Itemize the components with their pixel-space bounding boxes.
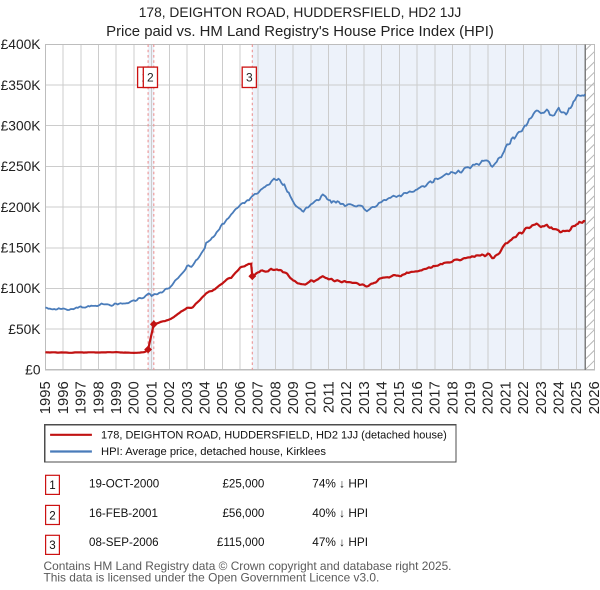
svg-text:2008: 2008 [268, 381, 284, 414]
svg-text:2: 2 [49, 509, 55, 522]
svg-text:1998: 1998 [91, 381, 107, 414]
svg-text:2017: 2017 [428, 381, 444, 414]
svg-text:2023: 2023 [534, 381, 550, 414]
svg-text:40% ↓ HPI: 40% ↓ HPI [312, 506, 368, 520]
svg-text:2022: 2022 [516, 381, 532, 414]
svg-text:2004: 2004 [198, 381, 214, 414]
svg-text:£100K: £100K [1, 281, 42, 296]
svg-text:2024: 2024 [552, 381, 568, 414]
svg-text:16-FEB-2001: 16-FEB-2001 [89, 507, 158, 520]
svg-text:£56,000: £56,000 [222, 507, 264, 520]
svg-text:£25,000: £25,000 [222, 477, 264, 490]
svg-text:3: 3 [246, 71, 253, 85]
svg-text:£200K: £200K [1, 200, 42, 215]
svg-text:1997: 1997 [74, 381, 90, 414]
svg-text:2021: 2021 [498, 381, 514, 414]
svg-text:178, DEIGHTON ROAD, HUDDERSFIE: 178, DEIGHTON ROAD, HUDDERSFIELD, HD2 1J… [101, 430, 447, 442]
svg-text:08-SEP-2006: 08-SEP-2006 [89, 536, 159, 549]
svg-text:178, DEIGHTON ROAD, HUDDERSFIE: 178, DEIGHTON ROAD, HUDDERSFIELD, HD2 1J… [139, 5, 462, 20]
svg-text:1999: 1999 [109, 381, 125, 414]
svg-text:2012: 2012 [339, 381, 355, 414]
svg-text:2013: 2013 [357, 381, 373, 414]
svg-text:£400K: £400K [1, 37, 42, 52]
svg-text:1996: 1996 [56, 381, 72, 414]
svg-text:£300K: £300K [1, 119, 42, 134]
svg-text:1: 1 [49, 479, 55, 492]
svg-text:2026: 2026 [587, 381, 600, 414]
svg-text:Contains HM Land Registry data: Contains HM Land Registry data © Crown c… [44, 559, 452, 573]
svg-text:£115,000: £115,000 [217, 536, 265, 549]
svg-text:2: 2 [147, 71, 154, 85]
svg-text:£250K: £250K [1, 159, 42, 174]
svg-text:2011: 2011 [321, 381, 337, 413]
svg-text:2010: 2010 [304, 381, 320, 414]
svg-text:£150K: £150K [1, 241, 42, 256]
svg-text:2020: 2020 [481, 381, 497, 414]
svg-text:47% ↓ HPI: 47% ↓ HPI [312, 535, 368, 549]
svg-text:2019: 2019 [463, 381, 479, 414]
svg-text:2018: 2018 [445, 381, 461, 414]
svg-text:£350K: £350K [1, 78, 42, 93]
svg-text:74% ↓ HPI: 74% ↓ HPI [312, 476, 368, 490]
svg-text:2006: 2006 [233, 381, 249, 414]
svg-text:£50K: £50K [8, 322, 41, 337]
svg-text:2007: 2007 [251, 381, 267, 414]
svg-text:2015: 2015 [392, 381, 408, 414]
svg-text:2014: 2014 [375, 381, 391, 414]
svg-text:19-OCT-2000: 19-OCT-2000 [89, 477, 159, 490]
svg-text:1995: 1995 [38, 381, 54, 414]
svg-text:2005: 2005 [215, 381, 231, 414]
svg-text:3: 3 [49, 539, 55, 552]
svg-text:2009: 2009 [286, 381, 302, 414]
svg-text:2025: 2025 [569, 381, 585, 414]
svg-text:Price paid vs. HM Land Registr: Price paid vs. HM Land Registry's House … [106, 24, 494, 40]
svg-text:2016: 2016 [410, 381, 426, 414]
svg-text:2003: 2003 [180, 381, 196, 414]
svg-text:HPI: Average price, detached h: HPI: Average price, detached house, Kirk… [101, 446, 326, 458]
svg-text:2001: 2001 [144, 381, 160, 414]
svg-text:2002: 2002 [162, 381, 178, 414]
svg-text:£0: £0 [25, 363, 41, 378]
svg-text:This data is licensed under th: This data is licensed under the Open Gov… [44, 571, 380, 585]
svg-text:2000: 2000 [127, 381, 143, 414]
